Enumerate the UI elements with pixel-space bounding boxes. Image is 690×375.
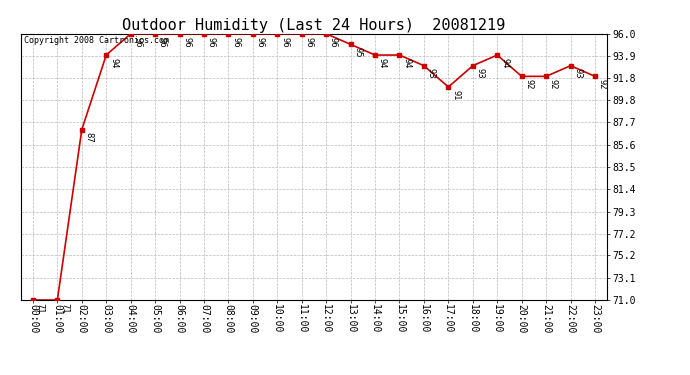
Text: 87: 87 (85, 132, 94, 143)
Text: 96: 96 (304, 36, 313, 47)
Text: 93: 93 (573, 69, 582, 79)
Text: 96: 96 (158, 36, 167, 47)
Text: 95: 95 (353, 47, 362, 58)
Text: 94: 94 (402, 58, 411, 68)
Text: 96: 96 (255, 36, 265, 47)
Text: 93: 93 (426, 69, 435, 79)
Text: 94: 94 (500, 58, 509, 68)
Text: 92: 92 (524, 79, 533, 90)
Text: 71: 71 (60, 303, 69, 313)
Text: 91: 91 (451, 90, 460, 100)
Text: 96: 96 (329, 36, 338, 47)
Text: 96: 96 (182, 36, 191, 47)
Text: 71: 71 (36, 303, 45, 313)
Text: 96: 96 (280, 36, 289, 47)
Text: Copyright 2008 Cartronics.com: Copyright 2008 Cartronics.com (23, 36, 168, 45)
Text: 96: 96 (133, 36, 142, 47)
Text: 92: 92 (549, 79, 558, 90)
Text: 93: 93 (475, 69, 484, 79)
Text: 94: 94 (378, 58, 387, 68)
Text: 94: 94 (109, 58, 118, 68)
Text: 96: 96 (207, 36, 216, 47)
Title: Outdoor Humidity (Last 24 Hours)  20081219: Outdoor Humidity (Last 24 Hours) 2008121… (122, 18, 506, 33)
Text: 96: 96 (231, 36, 240, 47)
Text: 92: 92 (598, 79, 607, 90)
